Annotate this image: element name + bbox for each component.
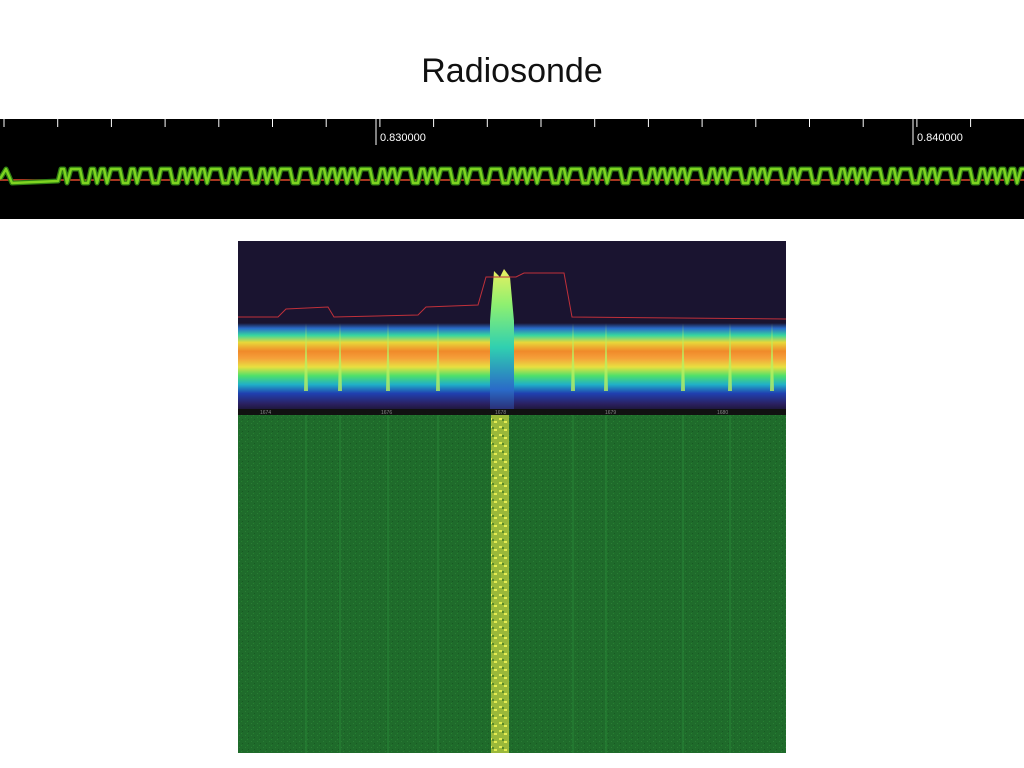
time-ruler (3, 119, 972, 127)
spectrum-spike (571, 323, 575, 391)
spectrum-spike (681, 323, 685, 391)
spectrum-spike (770, 323, 774, 391)
waterfall-background (238, 415, 786, 753)
waterfall-faint-lines (305, 415, 731, 753)
frequency-axis (238, 409, 786, 415)
frequency-label: 1678 (495, 410, 506, 416)
frequency-label: 1676 (381, 410, 392, 416)
spectrum-panel: 1674 1676 1678 1679 1680 (238, 241, 786, 753)
spectrum-spike (604, 323, 608, 391)
spectrum-spike (386, 323, 390, 391)
waveform-panel: 0.830000 0.840000 (0, 119, 1024, 219)
spectrum-spike (338, 323, 342, 391)
frequency-label: 1674 (260, 410, 271, 416)
slide-title: Radiosonde (421, 52, 603, 90)
spectrum-spike (304, 323, 308, 391)
spectrum-spike (728, 323, 732, 391)
spectrum-spike (436, 323, 440, 391)
signal-trace (0, 167, 1024, 185)
frequency-label: 1679 (605, 410, 616, 416)
time-label: 0.830000 (380, 132, 426, 144)
signal-peak (490, 269, 514, 411)
spectrum-spikes (304, 323, 774, 391)
waterfall-signal-track (491, 415, 509, 753)
waveform-plot: 0.830000 0.840000 (0, 119, 1024, 186)
spectrum-plot: 1674 1676 1678 1679 1680 (238, 241, 786, 753)
frequency-label: 1680 (717, 410, 728, 416)
time-label: 0.840000 (917, 132, 963, 144)
max-hold-trace (238, 272, 786, 320)
